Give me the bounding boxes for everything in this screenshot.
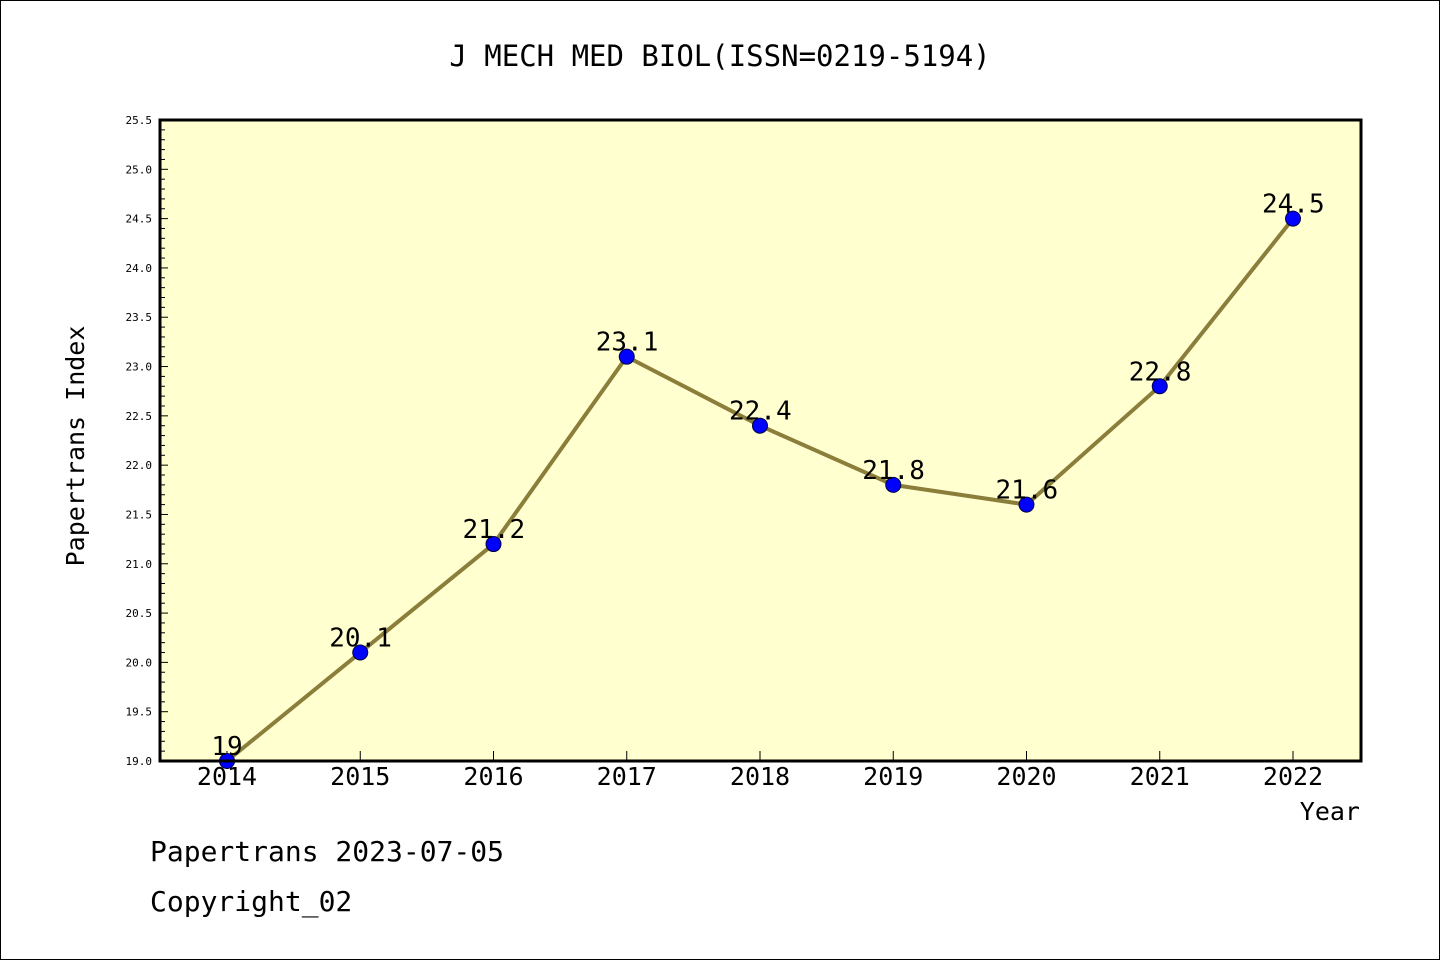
plot-area [160, 120, 1361, 761]
data-point [752, 417, 768, 434]
x-tick-label: 2017 [597, 762, 657, 791]
y-axis-label: Papertrans Index [61, 326, 90, 567]
y-tick-label: 25.0 [126, 163, 153, 176]
chart-title: J MECH MED BIOL(ISSN=0219-5194) [449, 39, 990, 73]
x-axis-ticks [226, 751, 1294, 761]
data-label: 21.6 [996, 476, 1059, 506]
data-labels: 19 20.1 21.2 23.1 22.4 21.8 21.6 22.8 24.5 [211, 190, 1324, 762]
footer-copyright: Copyright_02 [150, 885, 353, 918]
y-tick-label: 20.0 [126, 656, 153, 669]
y-tick-label: 21.5 [126, 508, 153, 521]
x-tick-label: 2021 [1130, 762, 1190, 791]
x-axis-tick-labels: 2014 2015 2016 2017 2018 2019 2020 2021 2022 [197, 762, 1323, 791]
y-tick-label: 25.5 [126, 114, 153, 127]
x-tick-label: 2019 [863, 762, 923, 791]
y-tick-label: 24.5 [126, 213, 153, 226]
x-tick-label: 2015 [330, 762, 390, 791]
data-label: 19 [211, 732, 242, 762]
data-label: 21.8 [862, 456, 925, 486]
y-tick-label: 22.5 [126, 410, 153, 423]
y-tick-label: 23.5 [126, 311, 153, 324]
plot-border [158, 118, 1363, 763]
data-label: 24.5 [1262, 190, 1325, 220]
x-tick-label: 2018 [730, 762, 790, 791]
y-tick-label: 19.5 [126, 706, 153, 719]
data-point [1151, 378, 1168, 395]
y-tick-label: 24.0 [126, 262, 153, 275]
data-point [485, 536, 502, 553]
y-axis-tick-labels: 19.0 19.5 20.0 20.5 21.0 21.5 22.0 22.5 23.0 23.5… [126, 114, 153, 768]
y-tick-label: 22.0 [126, 459, 153, 472]
y-tick-label: 21.0 [126, 558, 153, 571]
data-point [1018, 496, 1035, 513]
data-point [618, 348, 635, 365]
data-label: 22.4 [729, 397, 792, 427]
data-label: 20.1 [329, 624, 392, 654]
y-tick-label: 23.0 [126, 361, 153, 374]
x-tick-label: 2020 [996, 762, 1056, 791]
x-tick-label: 2022 [1263, 762, 1323, 791]
data-label: 22.8 [1129, 357, 1192, 387]
data-point [1285, 210, 1301, 227]
data-label: 21.2 [463, 515, 526, 545]
data-point [885, 476, 902, 493]
footer-source: Papertrans 2023-07-05 [150, 835, 505, 868]
y-tick-label: 19.0 [126, 755, 153, 768]
x-tick-label: 2016 [463, 762, 523, 791]
data-label: 23.1 [596, 328, 659, 358]
data-point [352, 644, 369, 661]
y-tick-label: 20.5 [126, 607, 153, 620]
x-axis-label: Year [1300, 797, 1360, 826]
